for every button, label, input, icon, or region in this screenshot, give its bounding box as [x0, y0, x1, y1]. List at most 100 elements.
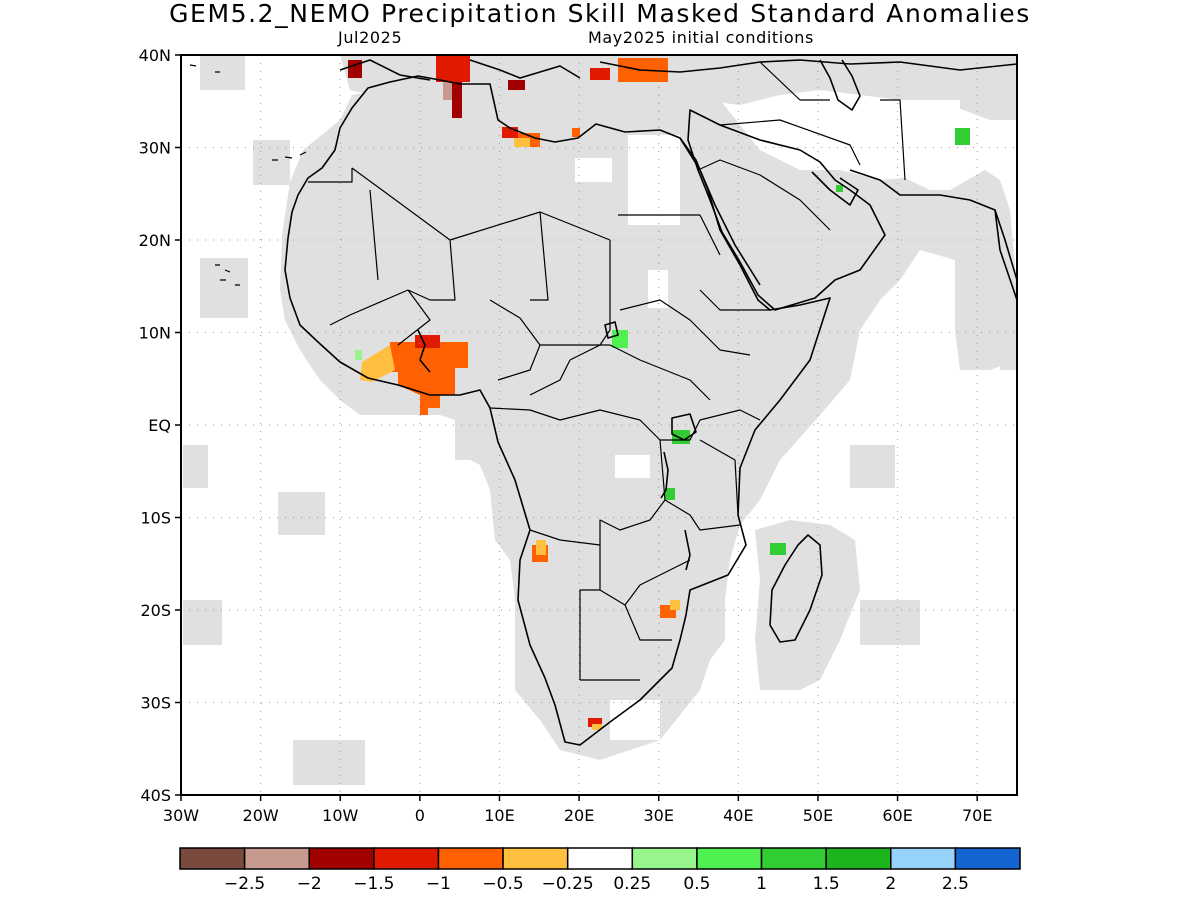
- initial-conditions-label: May2025 initial conditions: [588, 28, 814, 47]
- coastlines: [189, 59, 1017, 746]
- hole-kalahari: [610, 700, 660, 740]
- anomaly-zimbabwe-yellow: [670, 600, 680, 610]
- x-tick-label: 70E: [962, 806, 992, 825]
- mask-madagascar: [755, 520, 860, 690]
- anomaly-algeria-pink: [443, 82, 452, 100]
- y-tick-label: EQ: [148, 416, 171, 435]
- colorbar-label: −1: [426, 874, 451, 894]
- colorbar-label: 1: [756, 874, 767, 894]
- anomaly-tunisia: [508, 80, 525, 90]
- anomaly-libya-yellow: [514, 138, 530, 147]
- india-coastline: [994, 209, 1017, 281]
- anomaly-pakistan: [955, 128, 970, 145]
- x-tick-label: 40E: [723, 806, 753, 825]
- caspian-coastline: [819, 59, 861, 111]
- madagascar-coastline: [769, 534, 823, 643]
- x-tick-label: 10W: [322, 806, 358, 825]
- red-sea: [679, 137, 761, 286]
- y-tick-label: 20N: [139, 231, 171, 250]
- colorbar-label: 1.5: [813, 874, 840, 894]
- canary-islands: [272, 151, 307, 161]
- y-tick-label: 30S: [140, 694, 171, 713]
- anomaly-tanganyika: [665, 488, 675, 500]
- colorbar-label: −0.5: [482, 874, 523, 894]
- colorbar-label: −2.5: [224, 874, 265, 894]
- skill-mask: [183, 55, 1017, 785]
- y-tick-label: 10S: [140, 509, 171, 528]
- y-tick-label: 20S: [140, 601, 171, 620]
- lake-malawi: [684, 529, 691, 571]
- colorbar-swatch: [760, 847, 827, 870]
- anomaly-sierra-leone: [355, 350, 362, 360]
- colorbar-label: −2: [297, 874, 322, 894]
- arabia-coastline: [687, 109, 886, 311]
- anomaly-cape-yellow: [592, 724, 602, 730]
- lake-victoria: [671, 413, 697, 441]
- mask-arabian-sea: [1000, 300, 1017, 370]
- colorbar-swatch: [566, 847, 634, 870]
- colorbar-label: −0.25: [542, 874, 594, 894]
- anomaly-angola-yellow: [536, 540, 546, 555]
- y-axis: 40N 30N 20N 10N EQ 10S 20S 30S 40S: [139, 46, 181, 805]
- madeira-island: [189, 64, 220, 73]
- x-tick-label: 60E: [882, 806, 912, 825]
- y-tick-label: 40S: [140, 786, 171, 805]
- persian-gulf: [811, 171, 859, 206]
- anomaly-cells: [348, 55, 970, 730]
- anomaly-algeria-red: [436, 55, 470, 82]
- x-tick-label: 20E: [564, 806, 594, 825]
- colorbar-swatch: [502, 847, 569, 870]
- colorbar-swatch: [825, 847, 892, 870]
- colorbar: −2.5 −2 −1.5 −1 −0.5 −0.25 0.25 0.5 1 1.5 2 2.5: [179, 847, 1021, 894]
- anomaly-gulf: [836, 185, 843, 192]
- x-tick-label: 20W: [243, 806, 279, 825]
- x-tick-label: 50E: [803, 806, 833, 825]
- colorbar-swatch: [890, 847, 957, 870]
- mask-trindade: [183, 600, 222, 645]
- colorbar-label: 0.25: [613, 874, 651, 894]
- mask-ascension: [183, 445, 208, 488]
- colorbar-label: 2: [885, 874, 896, 894]
- colorbar-swatch: [243, 847, 310, 870]
- mask-tristan: [293, 740, 365, 785]
- y-tick-label: 10N: [139, 324, 171, 343]
- mask-madeira: [200, 55, 245, 90]
- mask-gulf-guinea: [455, 420, 490, 460]
- colorbar-swatch: [696, 847, 763, 870]
- colorbar-swatch: [437, 847, 504, 870]
- anomaly-comoros: [770, 543, 786, 555]
- mask-mascarene: [860, 600, 920, 645]
- anomaly-ivory-coast: [360, 345, 395, 382]
- mask-canary: [253, 140, 290, 185]
- colorbar-swatch: [179, 847, 246, 870]
- hole-iran: [880, 100, 960, 170]
- africa-coastline: [284, 75, 831, 746]
- hole-egypt: [628, 135, 680, 225]
- anomaly-turkey-red: [590, 68, 610, 80]
- hole-sudan: [648, 270, 668, 308]
- y-tick-label: 30N: [139, 139, 171, 158]
- colorbar-swatch: [631, 847, 698, 870]
- mask-africa: [280, 58, 1017, 760]
- x-tick-label: 30W: [163, 806, 199, 825]
- colorbar-label: 0.5: [683, 874, 710, 894]
- hole-libya: [575, 158, 612, 182]
- anomaly-algeria-dark: [452, 82, 462, 118]
- lake-chad: [604, 321, 619, 339]
- cape-verde-islands: [215, 264, 240, 286]
- anomaly-chad-green: [612, 330, 628, 348]
- mask-st-helena: [278, 492, 325, 535]
- mask-europe: [340, 55, 1017, 120]
- lake-volta: [417, 329, 431, 373]
- colorbar-swatch: [373, 847, 440, 870]
- asia-coastline: [849, 169, 1017, 301]
- colorbar-label: −1.5: [353, 874, 394, 894]
- x-axis: 30W 20W 10W 0 10E 20E 30E 40E 50E 60E 70E: [163, 795, 992, 825]
- colorbar-label: 2.5: [942, 874, 969, 894]
- x-tick-label: 30E: [643, 806, 673, 825]
- europe-coastline: [339, 59, 1017, 81]
- colorbar-swatch: [308, 847, 375, 870]
- lake-tanganyika: [660, 451, 669, 499]
- valid-month-label: Jul2025: [338, 28, 403, 47]
